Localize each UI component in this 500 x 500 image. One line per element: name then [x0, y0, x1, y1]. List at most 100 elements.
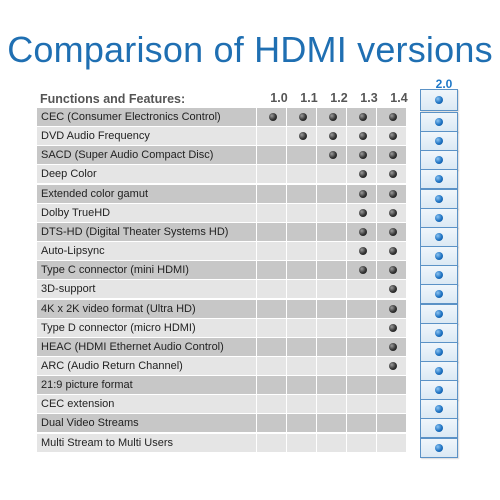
supported-dot-icon	[359, 227, 367, 236]
version-cell	[257, 337, 287, 356]
supported-dot-icon	[389, 323, 397, 332]
version-cell	[347, 299, 377, 318]
supported-dot-icon	[359, 151, 367, 160]
version-cell	[377, 395, 407, 414]
version-cell	[377, 165, 407, 184]
supported-dot-icon	[389, 342, 397, 351]
supported-dot-icon	[389, 170, 397, 179]
blue-dot-icon	[435, 252, 443, 261]
supported-dot-icon	[389, 285, 397, 294]
feature-label: CEC extension	[37, 395, 257, 414]
version-2-0-card	[420, 265, 458, 286]
blue-dot-icon	[435, 328, 443, 337]
version-cell	[257, 395, 287, 414]
version-cell	[257, 184, 287, 203]
feature-label: SACD (Super Audio Compact Disc)	[37, 146, 257, 165]
version-cell	[317, 184, 347, 203]
version-cell	[287, 261, 317, 280]
version-2-0-card	[420, 226, 458, 247]
version-cell	[377, 280, 407, 299]
version-cell	[377, 146, 407, 165]
version-cell	[347, 414, 377, 433]
version-cell	[377, 261, 407, 280]
version-2-0-card	[420, 418, 458, 439]
feature-label: 3D-support	[37, 280, 257, 299]
version-cell	[287, 376, 317, 395]
version-2-0-card	[420, 341, 458, 362]
version-cell	[347, 146, 377, 165]
version-cell	[287, 184, 317, 203]
supported-dot-icon	[389, 132, 397, 141]
version-cell	[317, 376, 347, 395]
version-cell	[377, 203, 407, 222]
supported-dot-icon	[329, 132, 337, 141]
blue-dot-icon	[435, 232, 443, 241]
version-2-0-card	[420, 188, 458, 209]
version-cell	[317, 337, 347, 356]
version-2-0-card	[420, 322, 458, 343]
feature-label: HEAC (HDMI Ethernet Audio Control)	[37, 337, 257, 356]
version-cell	[317, 433, 347, 452]
version-cell	[377, 318, 407, 337]
version-cell	[347, 127, 377, 146]
version-2-0-card	[420, 399, 458, 420]
version-cell	[287, 146, 317, 165]
version-cell	[377, 376, 407, 395]
version-2-0-header-card	[420, 89, 458, 111]
version-cell	[257, 165, 287, 184]
version-cell	[287, 108, 317, 126]
blue-dot-icon	[435, 194, 443, 203]
version-cell	[287, 337, 317, 356]
supported-dot-icon	[389, 247, 397, 256]
version-cell	[347, 433, 377, 452]
version-header-1-2: 1.2	[330, 91, 348, 105]
supported-dot-icon	[359, 266, 367, 275]
version-header-1-0: 1.0	[270, 91, 288, 105]
supported-dot-icon	[359, 208, 367, 217]
version-cell	[317, 280, 347, 299]
supported-dot-icon	[359, 170, 367, 179]
version-2-0-card	[420, 284, 458, 305]
version-cell	[377, 433, 407, 452]
supported-dot-icon	[389, 227, 397, 236]
version-cell	[257, 299, 287, 318]
blue-dot-icon	[435, 424, 443, 433]
version-cell	[377, 184, 407, 203]
version-2-0-card	[420, 207, 458, 228]
version-cell	[257, 203, 287, 222]
version-cell	[317, 414, 347, 433]
feature-label: DTS-HD (Digital Theater Systems HD)	[37, 222, 257, 241]
version-cell	[287, 433, 317, 452]
version-cell	[287, 356, 317, 375]
version-2-0-card	[420, 360, 458, 381]
version-cell	[257, 261, 287, 280]
version-cell	[287, 299, 317, 318]
version-cell	[257, 222, 287, 241]
blue-dot-icon	[435, 271, 443, 280]
feature-label: Auto-Lipsync	[37, 242, 257, 261]
supported-dot-icon	[389, 304, 397, 313]
version-cell	[377, 299, 407, 318]
blue-dot-icon	[435, 175, 443, 184]
version-cell	[347, 261, 377, 280]
supported-dot-icon	[389, 266, 397, 275]
version-cell	[347, 242, 377, 261]
version-cell	[257, 414, 287, 433]
version-cell	[347, 376, 377, 395]
features-header: Functions and Features:	[40, 92, 186, 106]
blue-dot-icon	[435, 96, 443, 104]
supported-dot-icon	[359, 113, 367, 121]
blue-dot-icon	[435, 405, 443, 414]
blue-dot-icon	[435, 290, 443, 299]
feature-label: Type C connector (mini HDMI)	[37, 261, 257, 280]
version-cell	[257, 127, 287, 146]
blue-dot-icon	[435, 386, 443, 395]
version-cell	[317, 242, 347, 261]
version-cell	[377, 356, 407, 375]
version-2-0-card	[420, 169, 458, 190]
version-cell	[317, 165, 347, 184]
feature-label: Multi Stream to Multi Users	[37, 433, 257, 452]
version-2-0-card	[420, 303, 458, 324]
feature-label: Dolby TrueHD	[37, 203, 257, 222]
blue-dot-icon	[435, 366, 443, 375]
